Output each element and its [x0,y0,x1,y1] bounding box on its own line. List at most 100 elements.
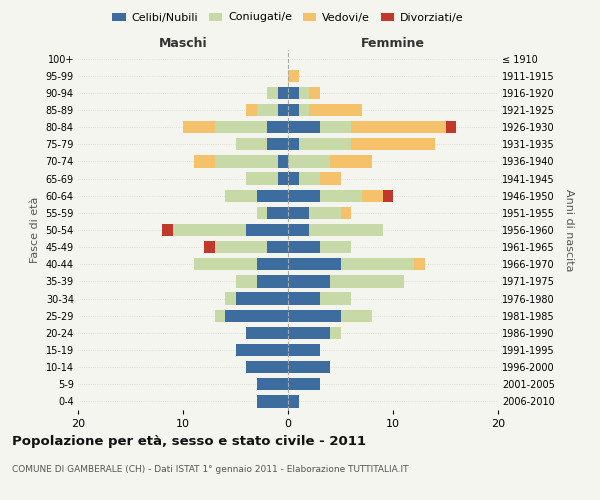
Bar [288,70,299,82]
Bar [288,224,383,236]
Bar [277,172,288,184]
Bar [246,172,288,184]
Y-axis label: Anni di nascita: Anni di nascita [565,188,574,271]
Bar [288,206,309,219]
Bar [246,326,288,339]
Bar [267,138,288,150]
Bar [173,224,288,236]
Bar [288,276,404,287]
Bar [288,344,320,356]
Bar [288,361,330,374]
Bar [257,206,288,219]
Bar [288,104,361,116]
Bar [257,378,288,390]
Bar [288,190,393,202]
Bar [246,326,288,339]
Bar [277,104,288,116]
Bar [235,138,288,150]
Bar [215,310,288,322]
Bar [225,190,288,202]
Bar [235,276,288,287]
Bar [257,276,288,287]
Bar [215,310,288,322]
Bar [257,378,288,390]
Bar [288,104,309,116]
Bar [257,378,288,390]
Bar [288,138,435,150]
Bar [257,378,288,390]
Text: Femmine: Femmine [361,37,425,50]
Bar [288,396,299,407]
Bar [235,344,288,356]
Bar [257,104,288,116]
Bar [267,86,288,99]
Bar [215,121,288,134]
Bar [288,138,351,150]
Bar [288,292,320,304]
Bar [288,172,320,184]
Bar [193,258,288,270]
Bar [288,378,320,390]
Bar [288,138,435,150]
Bar [277,156,288,168]
Bar [288,378,320,390]
Bar [288,276,404,287]
Bar [288,86,320,99]
Bar [288,156,372,168]
Bar [288,344,320,356]
Bar [288,86,320,99]
Bar [288,310,372,322]
Bar [288,86,309,99]
Bar [288,378,320,390]
Bar [288,241,351,254]
Bar [246,172,288,184]
Bar [288,224,383,236]
Bar [246,104,288,116]
Bar [225,190,288,202]
Bar [288,206,351,219]
Bar [267,121,288,134]
Bar [288,292,351,304]
Bar [257,396,288,407]
Bar [288,310,372,322]
Bar [288,241,320,254]
Bar [277,86,288,99]
Bar [288,172,341,184]
Bar [267,241,288,254]
Bar [246,361,288,374]
Bar [288,258,425,270]
Bar [288,172,299,184]
Text: COMUNE DI GAMBERALE (CH) - Dati ISTAT 1° gennaio 2011 - Elaborazione TUTTITALIA.: COMUNE DI GAMBERALE (CH) - Dati ISTAT 1°… [12,465,409,474]
Bar [288,104,361,116]
Bar [288,241,351,254]
Bar [215,241,288,254]
Bar [193,258,288,270]
Bar [246,326,288,339]
Bar [246,104,288,116]
Bar [288,156,372,168]
Bar [288,206,351,219]
Bar [288,361,330,374]
Bar [288,276,404,287]
Bar [288,310,341,322]
Bar [225,292,288,304]
Bar [288,326,330,339]
Bar [288,326,341,339]
Bar [225,292,288,304]
Bar [257,190,288,202]
Bar [288,396,299,407]
Bar [225,190,288,202]
Bar [288,224,309,236]
Bar [257,206,288,219]
Text: Popolazione per età, sesso e stato civile - 2011: Popolazione per età, sesso e stato civil… [12,435,366,448]
Bar [288,190,383,202]
Bar [215,310,288,322]
Y-axis label: Fasce di età: Fasce di età [30,197,40,263]
Bar [288,156,330,168]
Bar [288,172,341,184]
Bar [246,361,288,374]
Bar [225,292,288,304]
Bar [288,292,351,304]
Bar [288,86,299,99]
Bar [235,292,288,304]
